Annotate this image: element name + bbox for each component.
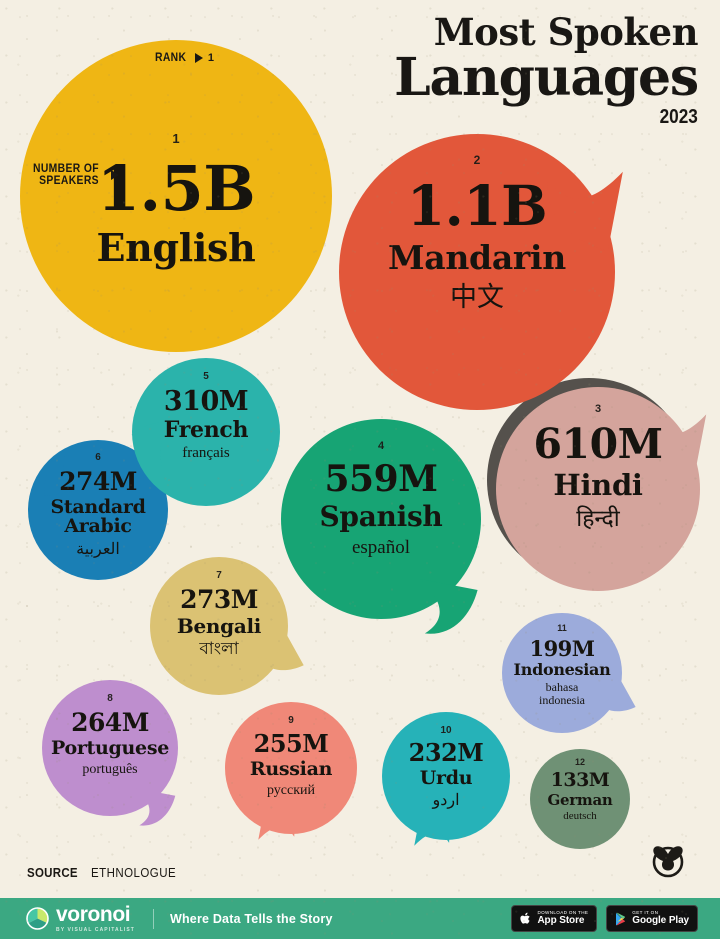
bubble-native-name: বাংলা xyxy=(199,639,239,659)
bubble-speaker-count: 1.1B xyxy=(406,173,548,238)
rank-annotation-value: 1 xyxy=(207,52,214,65)
bubble-language-name: Hindi xyxy=(553,468,643,502)
bubble-rank: 5 xyxy=(203,371,209,382)
title-line-2: Languages xyxy=(394,47,699,108)
bubble-language-name: German xyxy=(547,791,613,809)
bubble-native-name: اردو xyxy=(432,792,460,810)
bubble-language-name: English xyxy=(96,225,256,270)
bubble-speaker-count: 264M xyxy=(71,708,149,737)
language-bubble[interactable]: 8 264M Portuguese português xyxy=(42,680,178,826)
bubble-speaker-count: 232M xyxy=(408,738,484,767)
bubble-rank: 10 xyxy=(440,725,452,736)
bubble-rank: 11 xyxy=(557,623,567,633)
bubble-native-name: deutsch xyxy=(563,810,597,823)
bubble-rank: 8 xyxy=(107,693,113,704)
language-bubble[interactable]: 7 273M Bengali বাংলা xyxy=(150,557,304,695)
bubble-native-name: bahasa indonesia xyxy=(539,680,585,708)
bubble-speaker-count: 310M xyxy=(163,386,249,417)
voronoi-globe-icon xyxy=(26,907,49,930)
bubble-native-name: हिन्दी xyxy=(576,505,620,531)
voronoi-byline: BY VISUAL CAPITALIST xyxy=(56,927,135,933)
bubble-language-name: Spanish xyxy=(319,500,443,533)
bubble-speaker-count: 559M xyxy=(324,458,439,500)
app-store-title: App Store xyxy=(537,915,585,927)
page-title: Most Spoken Languages 2023 xyxy=(394,10,699,129)
apple-icon xyxy=(520,912,531,924)
language-bubble[interactable]: 2 1.1B Mandarin 中文 xyxy=(339,134,624,410)
bubble-language-name: French xyxy=(163,417,249,443)
bubble-language-name: Bengali xyxy=(176,614,262,638)
bubble-rank: 2 xyxy=(473,153,481,167)
voronoi-logo[interactable]: voronoi BY VISUAL CAPITALIST xyxy=(26,904,135,933)
source-credit: SOURCE ETHNOLOGUE xyxy=(27,866,184,880)
bubble-native-name: português xyxy=(82,762,138,778)
language-bubble[interactable]: 5 310M French français xyxy=(131,358,280,506)
bubble-rank: 6 xyxy=(95,452,101,463)
title-year: 2023 xyxy=(659,105,698,128)
language-bubble[interactable]: 10 232M Urdu اردو xyxy=(382,712,510,846)
bubble-language-name: Standard Arabic xyxy=(50,496,146,538)
footer-tagline: Where Data Tells the Story xyxy=(169,911,333,926)
bubble-speaker-count: 1.5B xyxy=(96,152,256,225)
bubble-language-name: Indonesian xyxy=(513,660,611,679)
voronoi-wordmark: voronoi xyxy=(56,903,131,926)
rank-annotation-label: RANK xyxy=(155,52,187,64)
bubble-speaker-count: 255M xyxy=(253,729,329,758)
bubble-rank: 9 xyxy=(288,715,294,726)
bubble-language-name: Mandarin xyxy=(388,238,566,277)
source-label: SOURCE xyxy=(27,866,78,880)
app-store-badge[interactable]: Download on the App Store xyxy=(511,905,598,932)
language-bubble[interactable]: 12 133M German deutsch xyxy=(530,749,630,849)
footer-divider xyxy=(152,908,154,929)
bubble-native-name: español xyxy=(351,536,411,558)
bubble-language-name: Russian xyxy=(249,758,333,780)
source-value: ETHNOLOGUE xyxy=(91,866,177,880)
language-bubble[interactable]: 11 199M Indonesian bahasa indonesia xyxy=(502,613,636,733)
store-badges: Download on the App Store GET IT ON Goog… xyxy=(511,905,698,932)
app-store-subtitle: Download on the xyxy=(537,909,589,915)
bubble-rank: 3 xyxy=(594,403,602,415)
bubble-rank: 12 xyxy=(574,757,585,767)
bubble-speaker-count: 274M xyxy=(59,467,137,496)
visual-capitalist-logo-icon xyxy=(645,838,691,880)
bubble-speaker-count: 199M xyxy=(529,636,595,661)
bubble-native-name: русский xyxy=(266,783,316,799)
bubble-rank: 1 xyxy=(172,131,180,146)
bubble-rank: 4 xyxy=(377,440,385,452)
rank-annotation: RANK 1 xyxy=(155,52,214,64)
google-play-icon xyxy=(616,912,626,925)
language-bubble[interactable]: 4 559M Spanish español xyxy=(281,419,481,634)
bubble-rank: 7 xyxy=(216,570,222,581)
title-line-1: Most Spoken xyxy=(433,10,699,54)
footer-bar: voronoi BY VISUAL CAPITALIST Where Data … xyxy=(0,898,720,939)
speakers-annotation: NUMBER OF SPEAKERS xyxy=(33,163,120,188)
bubble-speaker-count: 133M xyxy=(550,769,610,791)
language-bubble[interactable]: 1 1.5B English xyxy=(20,40,332,352)
bubble-language-name: Portuguese xyxy=(50,737,170,759)
language-bubble[interactable]: 9 255M Russian русский xyxy=(225,702,357,840)
bubble-speaker-count: 610M xyxy=(533,420,663,468)
language-bubble[interactable]: 3 610M Hindi हिन्दी xyxy=(496,387,707,591)
triangle-pointer-icon xyxy=(111,170,120,181)
bubble-native-name: العربية xyxy=(76,540,120,558)
bubble-speaker-count: 273M xyxy=(180,585,258,614)
triangle-pointer-icon xyxy=(194,53,203,64)
google-play-title: Google Play xyxy=(632,915,689,927)
bubble-native-name: français xyxy=(182,445,230,462)
google-play-badge[interactable]: GET IT ON Google Play xyxy=(606,905,698,932)
bubble-native-name: 中文 xyxy=(450,281,504,312)
google-play-subtitle: GET IT ON xyxy=(632,909,659,915)
bubble-language-name: Urdu xyxy=(419,767,473,789)
speakers-annotation-label: NUMBER OF SPEAKERS xyxy=(33,163,99,188)
